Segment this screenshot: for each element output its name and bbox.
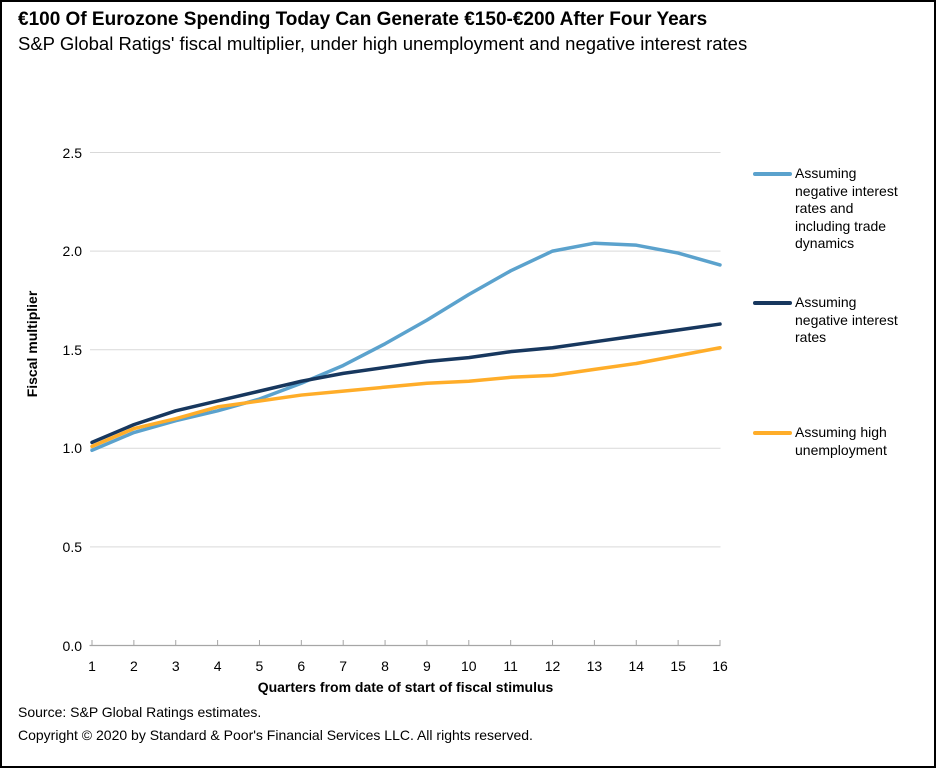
- legend-label: Assuming negative interest rates and inc…: [795, 165, 898, 251]
- x-tick-label: 5: [255, 658, 264, 674]
- y-tick-label: 2.5: [62, 144, 82, 161]
- x-axis-title: Quarters from date of start of fiscal st…: [257, 679, 554, 695]
- x-tick-label: 3: [171, 658, 180, 674]
- x-tick-label: 8: [381, 658, 389, 674]
- legend-label: Assuming negative interest rates: [795, 294, 898, 345]
- legend-label: Assuming high unemployment: [795, 424, 887, 458]
- series-line-1: [90, 241, 722, 453]
- x-tick-label: 12: [544, 658, 561, 674]
- footer-source: Source: S&P Global Ratings estimates.: [18, 704, 262, 720]
- x-tick-label: 14: [628, 658, 645, 674]
- x-tick-label: 15: [670, 658, 686, 674]
- x-tick-label: 11: [503, 658, 518, 674]
- y-tick-label: 1.5: [62, 341, 82, 358]
- legend-line-swatch: [753, 431, 792, 435]
- y-tick-label: 2.0: [62, 243, 82, 260]
- x-tick-label: 6: [297, 658, 306, 674]
- x-tick-label: 13: [586, 658, 603, 674]
- legend-line-swatch: [753, 301, 792, 305]
- x-tick-label: 10: [461, 658, 477, 674]
- x-tick-label: 9: [423, 658, 431, 674]
- legend-item: Assuming negative interest rates: [753, 294, 934, 347]
- page-title: €100 Of Eurozone Spending Today Can Gene…: [18, 9, 708, 30]
- y-tick-label: 0.0: [62, 637, 82, 654]
- footer-copyright: Copyright © 2020 by Standard & Poor's Fi…: [18, 727, 533, 743]
- x-tick-label: 16: [712, 658, 728, 674]
- x-tick-label: 2: [129, 658, 138, 674]
- x-tick-label: 4: [213, 658, 222, 674]
- series-line-2: [90, 322, 722, 445]
- legend-line-swatch: [753, 172, 792, 176]
- legend-item: Assuming negative interest rates and inc…: [753, 165, 934, 253]
- x-tick-label: 1: [88, 658, 96, 674]
- legend-item: Assuming high unemployment: [753, 424, 934, 459]
- x-tick-label: 7: [339, 658, 348, 674]
- page-subtitle: S&P Global Ratigs' fiscal multiplier, un…: [18, 33, 748, 54]
- y-tick-label: 0.5: [62, 538, 82, 555]
- y-tick-label: 1.0: [62, 440, 82, 457]
- series-line-3: [90, 345, 722, 449]
